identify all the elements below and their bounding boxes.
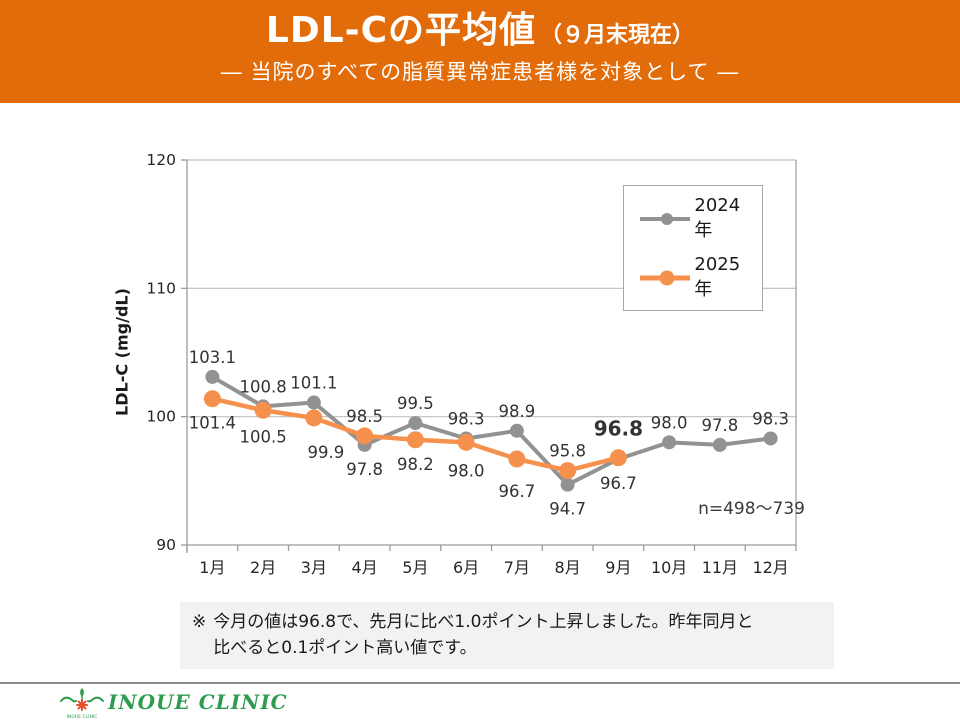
x-tick-label: 1月 bbox=[199, 558, 225, 577]
data-point-2025年 bbox=[406, 431, 424, 449]
x-tick-label: 7月 bbox=[504, 558, 530, 577]
x-tick-label: 2月 bbox=[250, 558, 276, 577]
data-point-2024年 bbox=[205, 369, 220, 384]
data-point-2024年 bbox=[763, 431, 778, 446]
data-label: 98.9 bbox=[499, 402, 536, 421]
sample-size-annotation: n=498～739 bbox=[698, 499, 805, 519]
data-point-2024年 bbox=[306, 395, 321, 410]
x-tick-label: 9月 bbox=[605, 558, 631, 577]
data-point-2025年 bbox=[254, 401, 272, 419]
x-tick-label: 8月 bbox=[555, 558, 581, 577]
line-marker-icon bbox=[640, 270, 691, 285]
clinic-logo-icon: INOUE CLINIC bbox=[60, 688, 104, 720]
y-axis-title: LDL-C (mg/dL) bbox=[112, 288, 132, 416]
data-label: 98.0 bbox=[651, 413, 688, 432]
legend-entry-2025: 2025年 bbox=[638, 254, 752, 301]
data-point-2025年 bbox=[559, 462, 577, 480]
y-tick-label: 120 bbox=[146, 151, 176, 169]
data-label: 101.1 bbox=[290, 374, 337, 393]
data-point-2025年 bbox=[356, 427, 374, 445]
x-tick-label: 5月 bbox=[402, 558, 428, 577]
data-label: 96.7 bbox=[499, 482, 536, 501]
data-label: 99.5 bbox=[397, 394, 434, 413]
data-point-2025年 bbox=[305, 409, 323, 427]
header-banner: LDL-Cの平均値 （９月末現在） ― 当院のすべての脂質異常症患者様を対象として… bbox=[0, 0, 960, 103]
legend-entry-2024: 2024年 bbox=[638, 195, 752, 242]
current-value-label: 96.8 bbox=[594, 417, 643, 441]
x-tick-label: 11月 bbox=[702, 558, 738, 577]
note-marker: ※ bbox=[192, 612, 207, 632]
data-point-2025年 bbox=[203, 390, 221, 408]
data-point-2024年 bbox=[560, 477, 575, 492]
y-tick-label: 90 bbox=[156, 536, 176, 554]
legend-label-2025: 2025年 bbox=[694, 254, 741, 300]
data-label: 96.7 bbox=[600, 474, 637, 493]
y-tick-label: 110 bbox=[146, 279, 176, 297]
x-tick-label: 10月 bbox=[651, 558, 687, 577]
data-label: 98.3 bbox=[752, 409, 789, 428]
data-label: 99.9 bbox=[308, 443, 345, 462]
y-tick-label: 100 bbox=[146, 408, 176, 426]
note-line2: 比べると0.1ポイント高い値です。 bbox=[213, 637, 477, 658]
data-label: 100.5 bbox=[240, 427, 287, 446]
data-label: 95.8 bbox=[549, 442, 586, 461]
data-label: 94.7 bbox=[549, 500, 586, 519]
data-point-2025年 bbox=[508, 450, 526, 468]
note-text: 今月の値は96.8で、先月に比べ1.0ポイント上昇しました。昨年同月と 比べると0… bbox=[213, 610, 753, 661]
x-tick-label: 3月 bbox=[301, 558, 327, 577]
legend-label-2024: 2024年 bbox=[694, 195, 741, 241]
data-point-2024年 bbox=[509, 423, 524, 438]
data-label: 98.0 bbox=[448, 461, 485, 480]
page-title: LDL-Cの平均値 （９月末現在） bbox=[0, 0, 960, 51]
data-label: 98.3 bbox=[448, 409, 485, 428]
x-tick-label: 12月 bbox=[752, 558, 788, 577]
data-point-2024年 bbox=[408, 416, 423, 431]
title-main: LDL-Cの平均値 bbox=[265, 10, 537, 51]
data-point-2025年 bbox=[457, 433, 475, 451]
x-tick-label: 4月 bbox=[352, 558, 378, 577]
legend: 2024年 2025年 bbox=[623, 185, 763, 311]
commentary-note: ※ 今月の値は96.8で、先月に比べ1.0ポイント上昇しました。昨年同月と 比べる… bbox=[180, 602, 834, 669]
note-line1: 今月の値は96.8で、先月に比べ1.0ポイント上昇しました。昨年同月と bbox=[213, 612, 754, 632]
data-point-2024年 bbox=[712, 437, 727, 452]
title-annotation: （９月末現在） bbox=[540, 23, 695, 48]
data-point-2024年 bbox=[662, 435, 677, 450]
page-subtitle: ― 当院のすべての脂質異常症患者様を対象として ― bbox=[220, 60, 740, 85]
data-label: 98.2 bbox=[397, 455, 434, 474]
footer-divider bbox=[0, 682, 960, 684]
data-label: 98.5 bbox=[346, 407, 383, 426]
data-label: 97.8 bbox=[702, 416, 739, 435]
data-label: 100.8 bbox=[240, 377, 287, 396]
data-label: 103.1 bbox=[189, 348, 236, 367]
series-line-2024年 bbox=[211, 375, 771, 487]
data-label: 101.4 bbox=[189, 414, 236, 433]
line-marker-icon bbox=[640, 212, 691, 225]
data-point-2025年 bbox=[609, 449, 627, 467]
svg-text:INOUE CLINIC: INOUE CLINIC bbox=[67, 714, 98, 720]
clinic-name: INOUE CLINIC bbox=[108, 690, 288, 714]
x-tick-label: 6月 bbox=[453, 558, 479, 577]
data-label: 97.8 bbox=[346, 460, 383, 479]
